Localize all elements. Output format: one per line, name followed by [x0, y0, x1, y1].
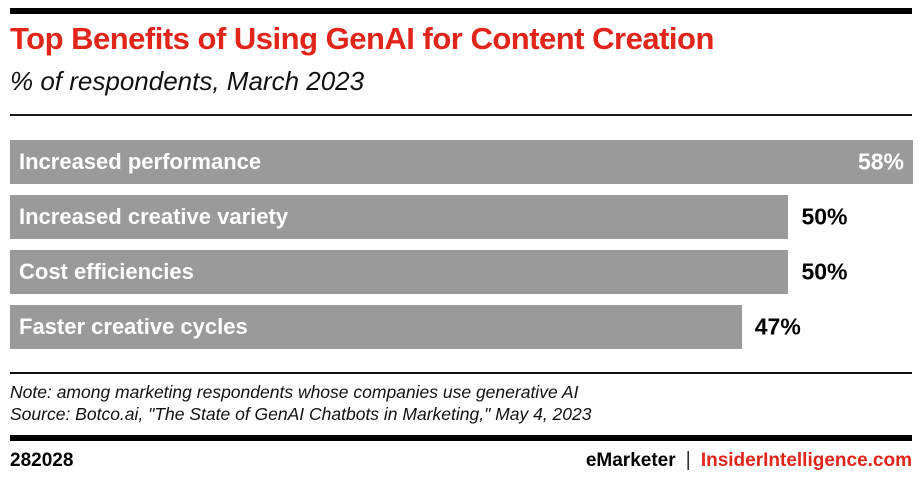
bar-category-label: Increased creative variety	[19, 204, 289, 229]
bar-row: Increased performance 58%	[10, 140, 913, 184]
bar-category-label: Increased performance	[19, 149, 262, 174]
brand-group: eMarketer | InsiderIntelligence.com	[586, 449, 912, 472]
bar-row: 47% Faster creative cycles	[10, 305, 913, 349]
note-line: Note: among marketing respondents whose …	[10, 382, 579, 402]
bar: Increased performance 58%	[10, 140, 913, 184]
bar-row: 50% Increased creative variety	[10, 195, 913, 239]
bar: Cost efficiencies	[10, 250, 789, 294]
bar-value-label: 50%	[801, 203, 848, 230]
bar-category-label: Faster creative cycles	[19, 314, 248, 339]
bar-value-label: 50%	[801, 258, 848, 285]
emarketer-logo-text: eMarketer	[585, 449, 676, 471]
footer-bar: 282028 eMarketer | InsiderIntelligence.c…	[10, 449, 912, 472]
bar-chart: Increased performance 58% 50% Increased cre…	[10, 140, 913, 360]
footnotes: Note: among marketing respondents whose …	[10, 381, 591, 425]
bar-row: 50% Cost efficiencies	[10, 250, 913, 294]
bar: Faster creative cycles	[10, 305, 742, 349]
bottom-rule	[10, 435, 912, 441]
brand-separator: |	[685, 449, 691, 471]
bar: Increased creative variety	[10, 195, 789, 239]
bar-category-label: Cost efficiencies	[19, 259, 194, 284]
chart-title: Top Benefits of Using GenAI for Content …	[10, 21, 714, 56]
header-divider-rule	[10, 114, 912, 116]
chart-id: 282028	[10, 449, 74, 471]
bar-value-label: 47%	[754, 313, 801, 340]
source-line: Source: Botco.ai, "The State of GenAI Ch…	[10, 404, 592, 424]
insider-intelligence-link[interactable]: InsiderIntelligence.com	[700, 449, 912, 471]
note-divider-rule	[10, 372, 912, 374]
bar-value-label: 58%	[857, 148, 904, 175]
chart-subtitle: % of respondents, March 2023	[10, 66, 365, 96]
top-rule	[10, 8, 912, 14]
